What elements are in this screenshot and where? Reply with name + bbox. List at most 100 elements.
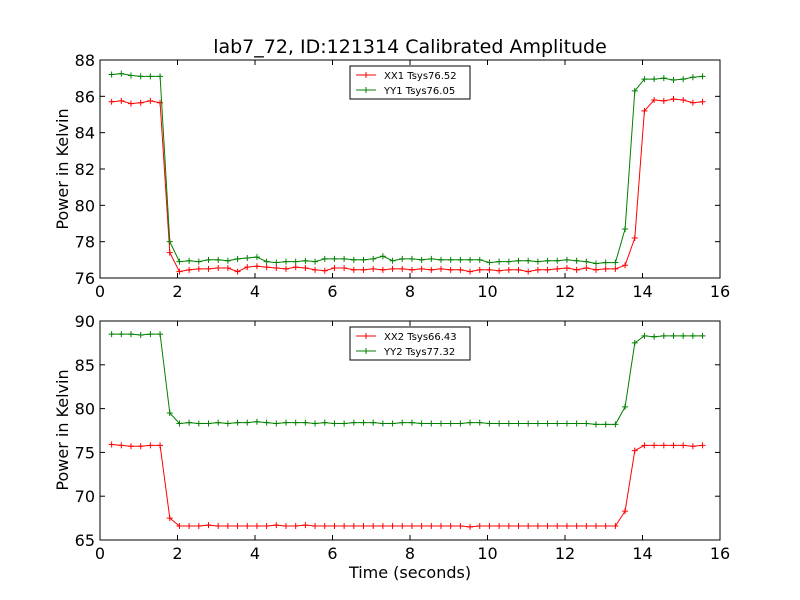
top-legend-box [349, 65, 471, 100]
bottom-x-tick-label: 16 [710, 544, 730, 563]
top-series-1-point [457, 256, 464, 263]
bottom-series-1-point [128, 331, 134, 338]
top-series-0-point [573, 266, 580, 273]
bottom-series-1-point [234, 419, 241, 426]
top-series-0-point [128, 100, 134, 107]
bottom-y-tick-label: 85 [75, 356, 95, 375]
top-series-0-point [273, 265, 280, 272]
top-series-1-point [157, 73, 164, 80]
top-series-1-point [660, 75, 667, 82]
bottom-legend-label: XX2 Tsys66.43 [384, 332, 457, 343]
top-series-0-point [205, 265, 212, 272]
top-series-0-point [544, 266, 551, 273]
top-series-1-point [195, 258, 202, 265]
top-y-axis-label: Power in Kelvin [53, 108, 72, 229]
top-series-0-point [302, 265, 309, 272]
top-series-0-point [350, 266, 357, 273]
bottom-series-1-point [166, 409, 173, 416]
top-series-0-point [496, 267, 503, 274]
bottom-series-1-point [573, 420, 580, 427]
bottom-series-0-point [496, 522, 503, 529]
top-series-0-point [670, 96, 677, 103]
bottom-series-1-point [283, 419, 289, 426]
bottom-series-1-point [496, 420, 503, 427]
top-series-1-point [544, 257, 551, 264]
bottom-series-0-point [147, 442, 154, 449]
bottom-series-0-point [486, 522, 493, 529]
top-x-tick-label: 0 [95, 282, 105, 301]
bottom-series-1-point [253, 418, 260, 425]
bottom-series-0-point [467, 523, 474, 530]
bottom-series-0-point [379, 522, 386, 529]
bottom-series-0-point [341, 522, 348, 529]
bottom-series-0-point [602, 522, 609, 529]
top-series-1-point [438, 256, 444, 263]
top-series-1-point [224, 257, 231, 264]
top-series-1-point [350, 256, 357, 263]
top-series-1-point [699, 73, 706, 80]
bottom-series-0-point [428, 522, 435, 529]
top-series-0-point [476, 266, 483, 273]
bottom-series-1-point [350, 419, 357, 426]
bottom-series-0-point [205, 522, 212, 529]
top-series-1 [108, 70, 706, 267]
top-series-0-point [457, 266, 464, 273]
bottom-series-0-point [680, 442, 687, 449]
top-series-1-point [147, 73, 154, 80]
bottom-series-0-point [108, 441, 115, 448]
bottom-series-1-point [438, 420, 444, 427]
top-series-1-point [234, 255, 241, 262]
top-series-1-point [670, 76, 677, 83]
top-series-0-point [418, 265, 425, 272]
top-series-0-point [292, 264, 299, 271]
top-series-0 [108, 96, 706, 275]
bottom-series-1-point [515, 420, 522, 427]
bottom-series-1-point [157, 331, 164, 338]
bottom-series-0-point [418, 522, 425, 529]
bottom-series-0-point [244, 522, 251, 529]
bottom-series-1-point [341, 420, 348, 427]
top-series-0-point [593, 266, 599, 273]
bottom-y-tick-label: 80 [75, 400, 95, 419]
top-series-0-point [389, 265, 396, 272]
bottom-series-1-point [534, 420, 541, 427]
top-series-1-point [273, 259, 280, 266]
bottom-series-1-point [612, 421, 619, 428]
top-series-0-point [341, 265, 348, 272]
top-series-0-point [370, 265, 377, 272]
bottom-series-1-point [593, 421, 599, 428]
top-series-0-line [111, 98, 703, 273]
bottom-series-0-point [263, 522, 270, 529]
top-series-0-point [195, 265, 202, 272]
top-series-1-point [166, 238, 173, 245]
top-series-1-point [602, 259, 609, 266]
bottom-series-1-point [379, 420, 386, 427]
top-series-1-point [525, 257, 532, 264]
bottom-series-1-point [321, 419, 328, 426]
bottom-series-0-point [176, 522, 183, 529]
top-series-0-point [622, 262, 629, 269]
top-series-1-point [370, 255, 377, 262]
top-series-0-point [631, 235, 638, 242]
top-series-0-point [399, 265, 406, 272]
bottom-series-1-point [244, 419, 251, 426]
top-series-0-point [525, 268, 532, 275]
bottom-series-1-point [418, 420, 425, 427]
top-y-tick-label: 78 [75, 233, 95, 252]
bottom-series-1-point [108, 331, 115, 338]
top-series-1-point [341, 255, 348, 262]
top-series-1-point [186, 257, 193, 264]
bottom-series-1-point [118, 331, 125, 338]
bottom-series-0-point [350, 522, 357, 529]
bottom-series-1-point [641, 332, 648, 339]
bottom-y-tick-label: 70 [75, 487, 95, 506]
bottom-series-0-point [292, 522, 299, 529]
top-series-1-point [408, 255, 415, 262]
top-series-1-point [622, 225, 629, 232]
bottom-y-axis-label: Power in Kelvin [53, 369, 72, 490]
top-x-tick-label: 14 [632, 282, 652, 301]
top-series-1-point [128, 72, 134, 79]
top-series-1-point [467, 256, 474, 263]
top-series-1-point [292, 258, 299, 265]
